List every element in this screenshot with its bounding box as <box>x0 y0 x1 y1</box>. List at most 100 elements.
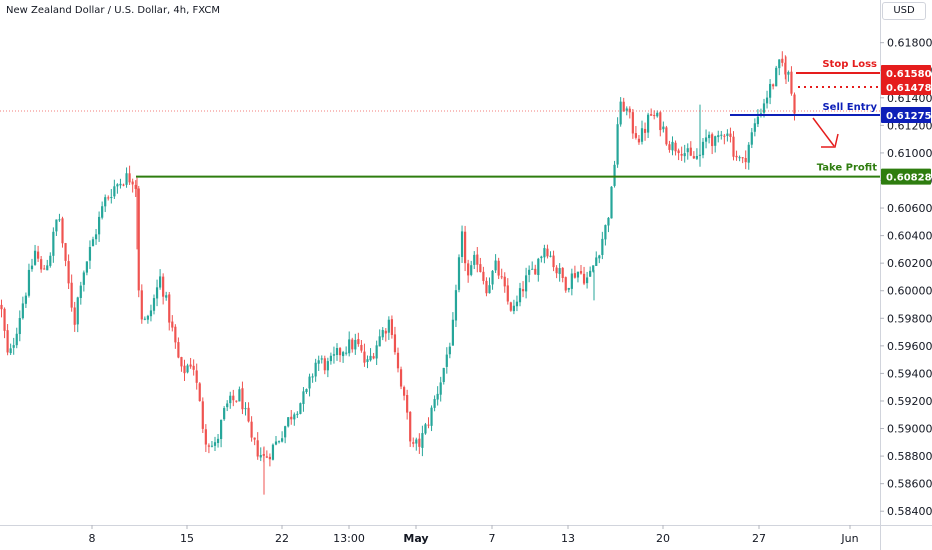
candle-body <box>671 141 674 151</box>
candle-body <box>88 246 92 261</box>
candle-body <box>711 134 714 147</box>
take-profit-tag-text: 0.60828 <box>886 173 932 184</box>
x-tick-label: 13:00 <box>333 532 365 545</box>
candle-body <box>665 127 668 145</box>
candle-body <box>183 365 186 374</box>
candle-body <box>467 263 470 276</box>
candle-body <box>576 271 580 278</box>
candle-body <box>717 135 720 138</box>
candle-body <box>229 395 232 404</box>
candle-body <box>778 59 781 69</box>
candle-body <box>601 238 604 255</box>
candle-body <box>369 355 372 361</box>
candle-body <box>137 188 140 291</box>
candle-body <box>592 265 595 272</box>
candle-body <box>40 259 43 270</box>
last-price-tag <box>881 79 931 96</box>
candle-body <box>403 387 406 396</box>
candle-body <box>37 251 40 259</box>
candle-body <box>372 356 375 359</box>
candle-body <box>366 359 369 363</box>
candle-body <box>607 217 610 226</box>
candle-body <box>537 258 540 276</box>
candle-body <box>73 307 76 325</box>
x-tick-label: 13 <box>561 532 575 545</box>
sell-entry-tag <box>881 107 931 124</box>
candle-body <box>61 218 64 244</box>
candle-body <box>582 273 586 284</box>
candle-body <box>421 433 424 448</box>
candle-body <box>741 157 744 159</box>
candle-body <box>628 108 631 113</box>
candle-body <box>479 264 482 273</box>
y-tick-label: 0.59000 <box>887 423 932 436</box>
candle-body <box>704 137 708 142</box>
candle-body <box>793 94 796 114</box>
candle-body <box>259 454 262 458</box>
down-arrow-shaft <box>812 117 835 147</box>
candle-body <box>342 352 345 357</box>
candle-body <box>134 184 137 189</box>
candle-body <box>637 138 641 143</box>
candle-body <box>659 112 662 131</box>
candle-body <box>769 83 772 98</box>
candle-body <box>180 357 183 367</box>
candle-body <box>564 277 567 291</box>
candle-body <box>329 355 332 362</box>
candle-body <box>616 124 619 165</box>
candle-body <box>781 58 784 63</box>
candle-body <box>460 231 464 257</box>
candle-body <box>290 416 293 420</box>
candle-body <box>335 348 339 356</box>
currency-selector[interactable]: USD <box>882 2 926 20</box>
candle-body <box>439 382 442 395</box>
candle-body <box>226 403 229 408</box>
sell-entry-tag-text: 0.61275 <box>886 111 932 122</box>
candle-body <box>58 219 61 221</box>
y-tick-label: 0.60600 <box>887 202 932 215</box>
candle-body <box>274 441 278 445</box>
candle-body <box>528 269 531 275</box>
candle-body <box>162 276 165 297</box>
candle-body <box>107 197 110 199</box>
candle-body <box>509 302 512 311</box>
candle-body <box>21 303 24 319</box>
candle-body <box>445 354 448 367</box>
candle-body <box>753 123 756 132</box>
candle-body <box>631 112 634 134</box>
x-tick-label: 15 <box>180 532 194 545</box>
candle-body <box>613 164 616 186</box>
candle-body <box>686 148 689 153</box>
candle-body <box>220 419 223 440</box>
candle-body <box>735 155 738 158</box>
candle-body <box>708 134 711 139</box>
stop-loss-label: Stop Loss <box>822 59 877 70</box>
candle-body <box>442 367 445 382</box>
candle-body <box>326 361 329 371</box>
chart-title: New Zealand Dollar / U.S. Dollar, 4h, FX… <box>6 5 220 16</box>
x-tick-label: Jun <box>840 532 858 545</box>
candle-body <box>49 255 52 266</box>
x-tick-label: 7 <box>489 532 496 545</box>
time-axis: 8 15 22 13:00 May 7 13 20 27 Jun <box>0 525 932 545</box>
candle-body <box>174 326 177 343</box>
candle-body <box>116 184 119 187</box>
candle-body <box>787 71 790 75</box>
candle-body <box>473 254 476 265</box>
candle-body <box>46 265 49 271</box>
candle-body <box>579 271 583 274</box>
candle-body <box>570 273 573 289</box>
candle-body <box>497 260 500 276</box>
y-tick-label: 0.59200 <box>887 395 932 408</box>
candle-body <box>647 114 650 133</box>
y-tick-label: 0.61000 <box>887 147 932 160</box>
candle-body <box>634 133 637 138</box>
candle-body <box>692 156 695 159</box>
candle-body <box>195 370 198 383</box>
candle-body <box>79 285 82 298</box>
candle-body <box>610 186 613 219</box>
candle-body <box>43 268 46 270</box>
candle-body <box>281 438 284 442</box>
candle-body <box>213 442 217 446</box>
